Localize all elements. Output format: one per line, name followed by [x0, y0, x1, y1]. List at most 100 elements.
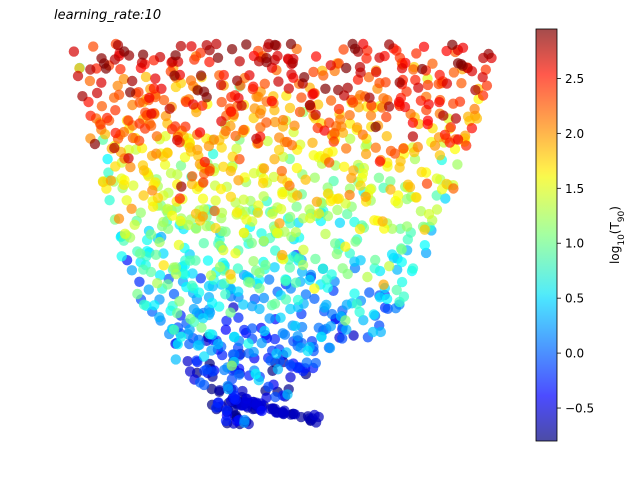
scatter-point — [175, 215, 186, 227]
scatter-point — [378, 279, 389, 290]
scatter-point — [204, 329, 215, 340]
scatter-point — [238, 227, 250, 238]
scatter-point — [175, 331, 187, 342]
scatter-point — [363, 72, 375, 83]
scatter-point — [341, 62, 352, 74]
scatter-point — [195, 273, 206, 284]
scatter-point — [112, 80, 123, 92]
scatter-point — [110, 161, 121, 172]
scatter-point — [439, 129, 451, 140]
scatter-point — [152, 278, 163, 289]
scatter-point — [172, 134, 183, 146]
scatter-point — [344, 110, 355, 121]
scatter-point — [137, 49, 149, 60]
scatter-point — [160, 131, 171, 142]
scatter-point — [211, 38, 222, 50]
scatter-point — [385, 176, 396, 187]
scatter-point — [357, 129, 368, 140]
scatter-point — [334, 217, 346, 228]
scatter-point — [212, 338, 224, 350]
scatter-point — [309, 283, 320, 294]
scatter-point — [309, 293, 320, 304]
scatter-point — [102, 153, 113, 165]
scatter-point — [192, 85, 203, 96]
scatter-point — [135, 248, 146, 259]
scatter-point — [74, 62, 85, 74]
scatter-point — [134, 135, 145, 146]
scatter-point — [126, 203, 137, 214]
scatter-point — [370, 254, 381, 266]
scatter-point — [265, 403, 276, 415]
scatter-point — [233, 312, 244, 323]
scatter-point — [396, 244, 407, 255]
scatter-point — [256, 337, 267, 349]
scatter-point — [422, 79, 434, 91]
scatter-point — [325, 95, 337, 106]
scatter-point — [285, 303, 296, 315]
scatter-point — [252, 207, 264, 218]
scatter-point — [461, 140, 472, 151]
scatter-point — [254, 267, 265, 278]
scatter-point — [412, 141, 423, 153]
scatter-point — [192, 340, 204, 351]
scatter-point — [368, 309, 379, 320]
scatter-point — [138, 299, 150, 310]
scatter-point — [298, 244, 309, 255]
scatter-point — [340, 241, 351, 252]
scatter-point — [438, 110, 449, 121]
scatter-point — [423, 99, 434, 110]
scatter-point — [277, 249, 288, 261]
scatter-point — [91, 87, 103, 99]
scatter-point — [269, 298, 281, 309]
scatter-point — [297, 259, 309, 271]
scatter-point — [271, 348, 282, 359]
scatter-point — [407, 263, 419, 274]
scatter-point — [328, 136, 339, 147]
scatter-point — [208, 134, 220, 145]
scatter-point — [199, 156, 210, 168]
scatter-point — [234, 56, 245, 67]
scatter-point — [364, 92, 375, 103]
scatter-point — [186, 41, 197, 52]
scatter-point — [119, 228, 131, 239]
scatter-point — [175, 40, 187, 52]
scatter-point — [320, 83, 331, 95]
scatter-point — [338, 44, 349, 55]
scatter-point — [415, 95, 427, 106]
scatter-point — [254, 283, 265, 294]
scatter-point — [123, 115, 134, 126]
scatter-point — [275, 312, 286, 323]
scatter-point — [264, 274, 275, 285]
scatter-point — [278, 408, 290, 419]
colorbar-label: log10(T90) — [608, 206, 627, 264]
scatter-point — [323, 117, 335, 128]
scatter-point — [296, 92, 307, 103]
scatter-point — [214, 385, 225, 396]
scatter-point — [253, 91, 264, 103]
scatter-point — [483, 48, 494, 60]
scatter-point — [365, 110, 377, 121]
scatter-point — [197, 193, 209, 204]
scatter-point — [84, 75, 96, 87]
scatter-point — [223, 384, 234, 395]
scatter-point — [150, 249, 162, 260]
scatter-point — [210, 195, 221, 206]
scatter-point — [258, 163, 270, 174]
scatter-point — [187, 171, 198, 182]
scatter-point — [191, 223, 202, 234]
scatter-point — [218, 245, 229, 256]
scatter-point — [398, 143, 409, 154]
scatter-point — [360, 141, 371, 152]
scatter-point — [220, 324, 231, 335]
scatter-point — [300, 289, 312, 300]
scatter-point — [290, 227, 302, 238]
scatter-point — [210, 222, 221, 234]
scatter-point — [269, 262, 280, 273]
chart-title: learning_rate:10 — [54, 8, 162, 23]
scatter-point — [452, 134, 464, 145]
scatter-point — [304, 213, 316, 224]
colorbar-tick-label: 1.0 — [565, 237, 584, 251]
scatter-point — [237, 385, 248, 397]
scatter-point — [273, 144, 285, 156]
scatter-point — [105, 175, 117, 186]
